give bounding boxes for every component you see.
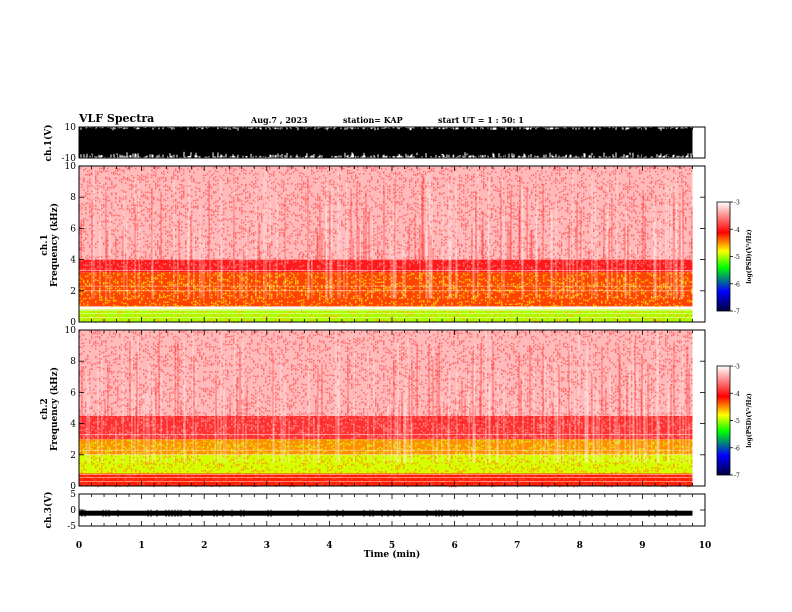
station-label: station= KAP	[343, 115, 403, 125]
sferic-streaks	[91, 166, 684, 299]
red-streaks	[80, 173, 693, 260]
ch3-waveform-ytick-label: -5	[67, 522, 76, 532]
spectrogram-ytick-label: 4	[70, 420, 76, 430]
spectrogram-ytick-label: 8	[70, 193, 76, 203]
date-label: Aug.7 , 2023	[251, 115, 308, 125]
colorbar-tick-label: -7	[734, 473, 740, 480]
spectrogram-texture	[79, 454, 693, 475]
x-tick-label: 9	[639, 541, 645, 551]
spectrogram-texture	[79, 330, 693, 418]
colorbar-gradient	[716, 201, 731, 312]
colorbar-tick-label: -3	[734, 364, 740, 371]
start-time-label: start UT = 1 : 50: 1	[438, 115, 524, 125]
ch3-waveform-panel: 5 0 -5	[67, 490, 706, 532]
ch3-waveform-ytick-label: 5	[70, 490, 76, 500]
ch1-frequency-label: Frequency (kHz)	[49, 203, 60, 287]
spectrogram-texture	[79, 166, 693, 262]
ch1-waveform-ytick-label: -10	[62, 154, 77, 164]
spectrogram-texture	[79, 259, 693, 274]
ch1-waveform-panel: 10 -10	[62, 123, 706, 164]
ch3-waveform-ytick-label: 0	[70, 506, 76, 516]
spectrogram-ytick-label: 8	[70, 357, 76, 367]
x-tick-label: 6	[451, 541, 457, 551]
ch1-waveform-trace	[78, 127, 693, 158]
spectrogram-band	[79, 473, 693, 486]
colorbar-tick-label: -5	[734, 254, 740, 261]
ch3-waveform-ylabel: ch.3(V)	[43, 492, 54, 529]
chart-title: VLF Spectra	[79, 112, 155, 125]
x-tick-label: 1	[138, 541, 144, 551]
ch2-spectrogram-panel: 0 2 4 6 8 10	[65, 326, 706, 492]
spectrogram-ytick-label: 2	[70, 287, 76, 297]
spectrogram-band	[79, 330, 693, 416]
time-axis: 0 1 2 3 4 5 6 7 8 9 10	[76, 541, 711, 551]
colorbar-tick-label: -6	[734, 445, 740, 452]
ch3-waveform-spikes	[81, 509, 677, 517]
x-tick-label: 10	[699, 541, 712, 551]
x-tick-label: 4	[326, 541, 332, 551]
spectrogram-ytick-label: 2	[70, 451, 76, 461]
colorbar-tick-label: -4	[734, 391, 740, 398]
spectrogram-texture	[79, 272, 693, 308]
colorbar-tick-label: -3	[734, 200, 740, 207]
ch1-channel-label: ch.1	[40, 234, 50, 255]
x-tick-label: 0	[76, 541, 82, 551]
colorbar-label: log(PSD)(V²/Hz)	[746, 229, 753, 284]
ch2-colorbar: -3 -4 -5 -6 -7 log(PSD)(V²/Hz)	[716, 364, 753, 480]
ch2-channel-label: ch.2	[40, 398, 50, 419]
spectrogram-ytick-label: 0	[70, 482, 76, 492]
ch1-colorbar: -3 -4 -5 -6 -7 log(PSD)(V²/Hz)	[716, 200, 753, 316]
colorbar-tick-label: -7	[734, 309, 740, 316]
x-tick-label: 5	[389, 541, 395, 551]
x-axis-label: Time (min)	[364, 549, 421, 560]
colorbar-tick-label: -6	[734, 281, 740, 288]
ch1-waveform-ytick-label: 10	[65, 123, 77, 133]
x-tick-label: 7	[514, 541, 520, 551]
spectrogram-ytick-label: 4	[70, 256, 76, 266]
x-tick-label: 2	[201, 541, 207, 551]
spectrogram-texture	[79, 309, 693, 324]
ch1-spectrogram-panel: 0 2 4 6 8 10	[65, 162, 706, 328]
spectrogram-texture	[79, 439, 693, 457]
colorbar-tick-label: -5	[734, 418, 740, 425]
spectrogram-ytick-label: 10	[65, 162, 77, 172]
x-tick-label: 8	[577, 541, 583, 551]
ch1-waveform-ylabel: ch.1(V)	[43, 125, 54, 162]
colorbar-tick-label: -4	[734, 227, 740, 234]
colorbar-label: log(PSD)(V²/Hz)	[746, 393, 753, 448]
spectrogram-ytick-label: 10	[65, 326, 77, 336]
spectrogram-ytick-label: 6	[70, 224, 76, 234]
colorbar-gradient	[716, 365, 731, 476]
spectrogram-texture	[79, 415, 693, 441]
spectrogram-ytick-label: 0	[70, 318, 76, 328]
ch3-waveform-trace	[79, 510, 693, 516]
x-tick-label: 3	[264, 541, 270, 551]
spectrogram-texture	[79, 473, 693, 488]
spectrogram-ytick-label: 6	[70, 388, 76, 398]
ch2-frequency-label: Frequency (kHz)	[49, 367, 60, 451]
